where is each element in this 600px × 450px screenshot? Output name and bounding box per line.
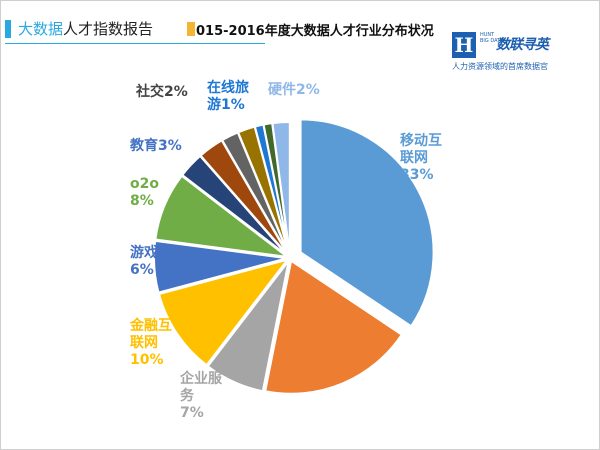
slice-label-line: 6% <box>130 262 154 278</box>
slice-label: 硬件2% <box>268 82 320 99</box>
slice-label: 移动互 联网 33% <box>400 133 442 184</box>
slice-label-line: 游1% <box>207 97 245 113</box>
report-title-highlight: 大数据 <box>18 20 64 38</box>
pie-slice <box>264 259 404 395</box>
slice-label-line: 10% <box>130 352 164 368</box>
slice-label-line: 游戏 <box>130 245 158 261</box>
slice-label: 游戏 6% <box>130 245 158 279</box>
logo-mark-icon: H <box>452 32 476 58</box>
slice-label-line: o2o <box>130 176 159 192</box>
slice-label-line: 社交2% <box>136 84 188 100</box>
pie-slice <box>154 174 291 259</box>
header-accent-bar <box>5 20 11 38</box>
header-underline <box>5 43 265 44</box>
slice-label-line: 7% <box>180 405 204 421</box>
report-title: 大数据人才指数报告 <box>18 18 153 39</box>
slice-label-line: 教育3% <box>130 138 182 154</box>
report-title-rest: 人才指数报告 <box>63 20 154 38</box>
slice-label: 教育3% <box>130 138 182 155</box>
slice-label-line: 移动互 <box>400 133 442 149</box>
pie-slice <box>299 118 435 328</box>
slice-label-line: 硬件2% <box>268 82 320 98</box>
pie-slice <box>157 257 291 367</box>
logo-tagline: 人力资源领域的首席数据官 <box>452 62 548 71</box>
slice-label: 社交2% <box>136 84 188 101</box>
pie-slice <box>271 121 291 256</box>
slice-label-line: 8% <box>130 193 154 209</box>
slice-label: 金融互 联网 10% <box>130 318 172 369</box>
slice-label-line: 务 <box>180 388 194 404</box>
logo-small-text: HUNT BIG DATA <box>480 32 504 44</box>
slice-label-line: 33% <box>400 167 434 183</box>
slice-label-line: 企业服 <box>180 371 222 387</box>
slice-label-line: 联网 <box>400 150 428 166</box>
slice-label-line: 在线旅 <box>207 80 249 96</box>
chart-title-marker <box>187 22 195 36</box>
pie-slice <box>153 239 288 294</box>
pie-slice <box>206 260 290 393</box>
slice-label: 在线旅 游1% <box>207 80 249 114</box>
logo-name: 数联寻英 <box>496 37 549 53</box>
company-logo: H HUNT BIG DATA 数联寻英 人力资源领域的首席数据官 <box>452 30 582 74</box>
slice-label-line: 联网 <box>130 335 158 351</box>
chart-title: 015-2016年度大数据人才行业分布状况 <box>196 24 434 39</box>
slice-label: o2o 8% <box>130 176 159 210</box>
slice-label-line: 金融互 <box>130 318 172 334</box>
slice-label: 企业服务 7% <box>180 371 222 422</box>
